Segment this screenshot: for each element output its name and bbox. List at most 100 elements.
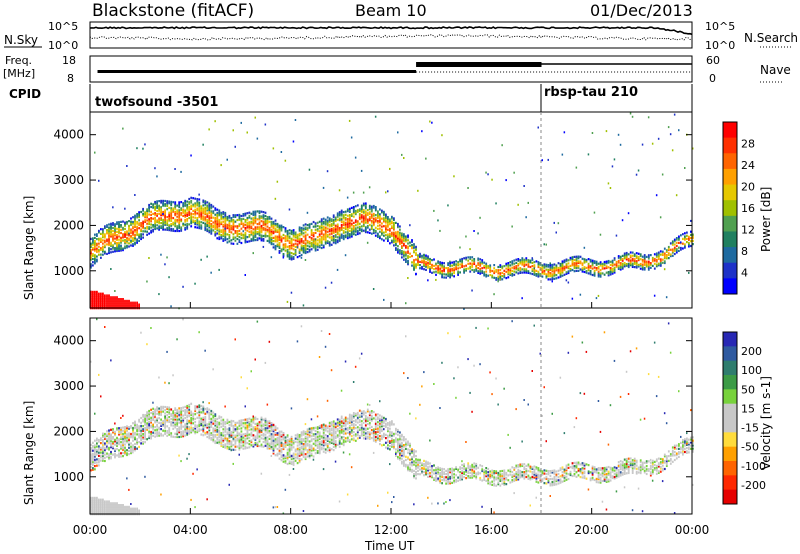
echo-cell (234, 338, 236, 341)
echo-cell (124, 245, 126, 248)
echo-cell (140, 439, 142, 442)
echo-cell (184, 226, 187, 229)
echo-cell (342, 238, 345, 241)
echo-cell (447, 266, 449, 270)
echo-cell (116, 441, 118, 444)
echo-cell (467, 259, 470, 262)
echo-cell (360, 211, 363, 214)
echo-cell (214, 424, 217, 427)
echo-cell (346, 233, 349, 236)
echo-cell (527, 265, 530, 268)
echo-cell (248, 214, 251, 217)
echo-cell (94, 465, 96, 468)
echo-cell (220, 234, 223, 237)
echo-cell (172, 228, 175, 231)
echo-cell (112, 245, 114, 249)
echo-cell (144, 420, 146, 423)
echo-cell (280, 226, 283, 229)
echo-cell (649, 262, 652, 265)
echo-cell (140, 225, 142, 228)
echo-cell (194, 506, 196, 509)
echo-cell (240, 422, 243, 425)
echo-cell (290, 438, 293, 442)
echo-cell (565, 271, 568, 274)
echo-cell (220, 419, 223, 422)
echo-cell (292, 443, 295, 446)
freq-label: Freq. (5, 54, 32, 67)
echo-cell (306, 247, 309, 251)
echo-cell (663, 261, 666, 265)
echo-cell (575, 269, 578, 272)
echo-cell (176, 408, 179, 412)
echo-cell (152, 204, 154, 208)
echo-cell (379, 221, 381, 224)
echo-cell (242, 233, 245, 236)
echo-cell (256, 226, 259, 229)
echo-cell (537, 275, 540, 278)
echo-cell (210, 211, 213, 214)
echo-cell (116, 448, 118, 451)
echo-cell (322, 468, 325, 471)
echo-cell (489, 273, 492, 277)
echo-cell (605, 265, 608, 268)
echo-cell (274, 425, 277, 428)
echo-cell (130, 503, 132, 505)
echo-cell (134, 219, 136, 222)
echo-cell (463, 271, 465, 274)
echo-cell (170, 413, 173, 416)
echo-cell (671, 248, 674, 251)
echo-cell (401, 234, 403, 237)
echo-cell (220, 164, 222, 167)
echo-cell (128, 453, 130, 456)
echo-cell (692, 239, 694, 242)
echo-cell (475, 268, 478, 271)
echo-cell (336, 418, 339, 421)
echo-cell (288, 235, 291, 238)
echo-cell (300, 231, 303, 234)
echo-cell (336, 239, 339, 242)
echo-cell (599, 261, 602, 264)
echo-cell (280, 229, 283, 232)
echo-cell (264, 417, 267, 420)
echo-cell (346, 222, 349, 225)
echo-cell (292, 452, 295, 455)
echo-cell (186, 200, 189, 203)
echo-cell (128, 440, 130, 443)
echo-cell (633, 262, 636, 265)
echo-cell (379, 237, 381, 240)
echo-cell (320, 446, 323, 449)
echo-cell (96, 258, 98, 261)
echo-cell (120, 301, 122, 304)
echo-cell (356, 209, 359, 212)
echo-cell (110, 235, 112, 238)
echo-cell (493, 264, 496, 267)
echo-cell (200, 210, 203, 213)
echo-cell (180, 419, 183, 422)
echo-cell (174, 204, 177, 207)
echo-cell (180, 228, 183, 231)
echo-cell (521, 258, 524, 261)
echo-cell (517, 269, 520, 272)
echo-cell (479, 272, 482, 275)
echo-cell (252, 418, 255, 421)
echo-cell (258, 421, 261, 424)
echo-cell (90, 459, 92, 462)
echo-cell (521, 263, 524, 266)
echo-cell (354, 219, 357, 222)
echo-cell (112, 206, 114, 209)
echo-cell (272, 428, 275, 431)
echo-cell (154, 212, 156, 215)
echo-cell (589, 269, 592, 273)
echo-cell (292, 252, 295, 256)
echo-cell (274, 454, 277, 457)
echo-cell (208, 424, 211, 427)
echo-cell (158, 225, 160, 228)
echo-cell (144, 418, 146, 422)
echo-cell (120, 437, 122, 441)
echo-cell (152, 415, 154, 418)
echo-cell (116, 443, 118, 446)
echo-cell (278, 227, 281, 230)
echo-cell (320, 240, 323, 243)
echo-cell (202, 204, 205, 207)
echo-cell (354, 227, 357, 230)
